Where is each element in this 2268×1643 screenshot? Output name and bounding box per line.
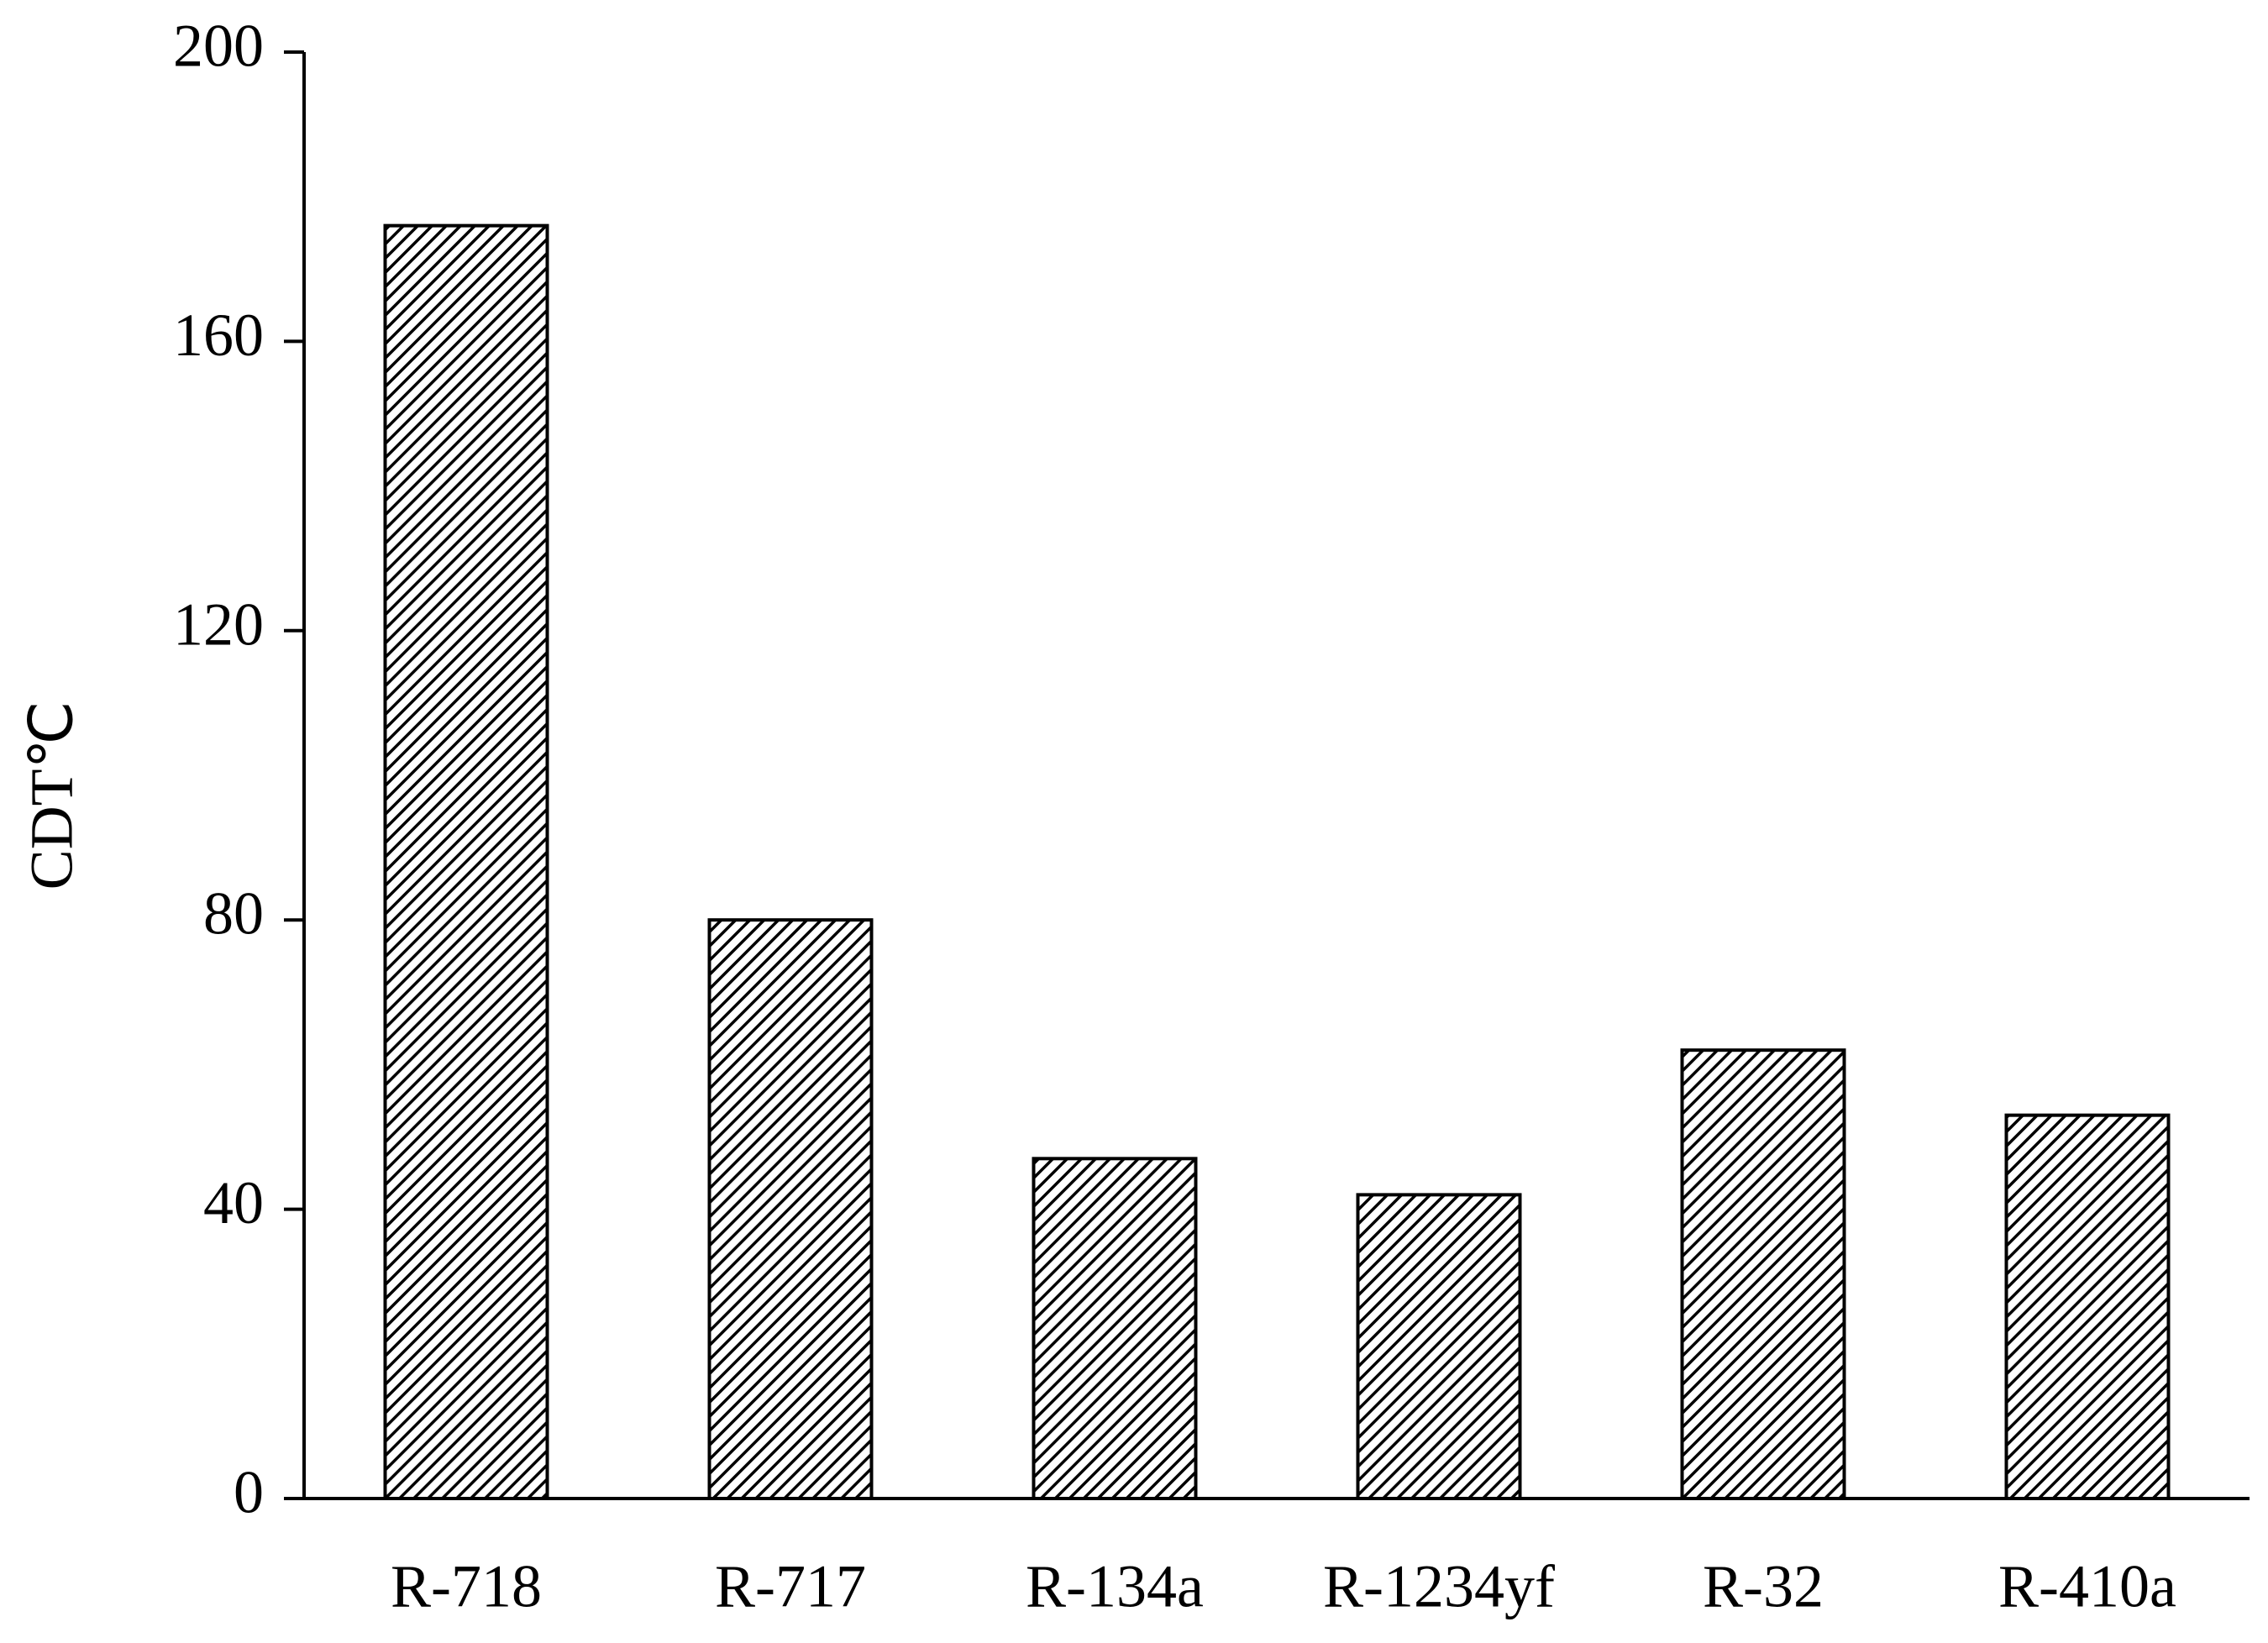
- bar: [1680, 1048, 1846, 1501]
- x-tick-label: R-1234yf: [1323, 1553, 1555, 1620]
- x-tick-label: R-717: [715, 1553, 866, 1620]
- x-tick-label: R-718: [391, 1553, 542, 1620]
- y-tick-label: 40: [203, 1169, 264, 1236]
- y-axis-label: CDT℃: [18, 701, 86, 890]
- x-tick-label: R-32: [1703, 1553, 1824, 1620]
- bar: [2004, 1113, 2171, 1501]
- x-tick-label: R-134a: [1026, 1553, 1204, 1620]
- bar: [1356, 1193, 1522, 1500]
- y-tick-label: 120: [173, 591, 264, 658]
- y-tick-label: 160: [173, 302, 264, 369]
- bar: [383, 223, 549, 1500]
- bar: [1032, 1157, 1198, 1500]
- y-tick-label: 80: [203, 880, 264, 947]
- y-tick-label: 200: [173, 13, 264, 80]
- bar: [707, 918, 874, 1500]
- x-tick-label: R-410a: [1998, 1553, 2176, 1620]
- y-tick-label: 0: [234, 1459, 264, 1526]
